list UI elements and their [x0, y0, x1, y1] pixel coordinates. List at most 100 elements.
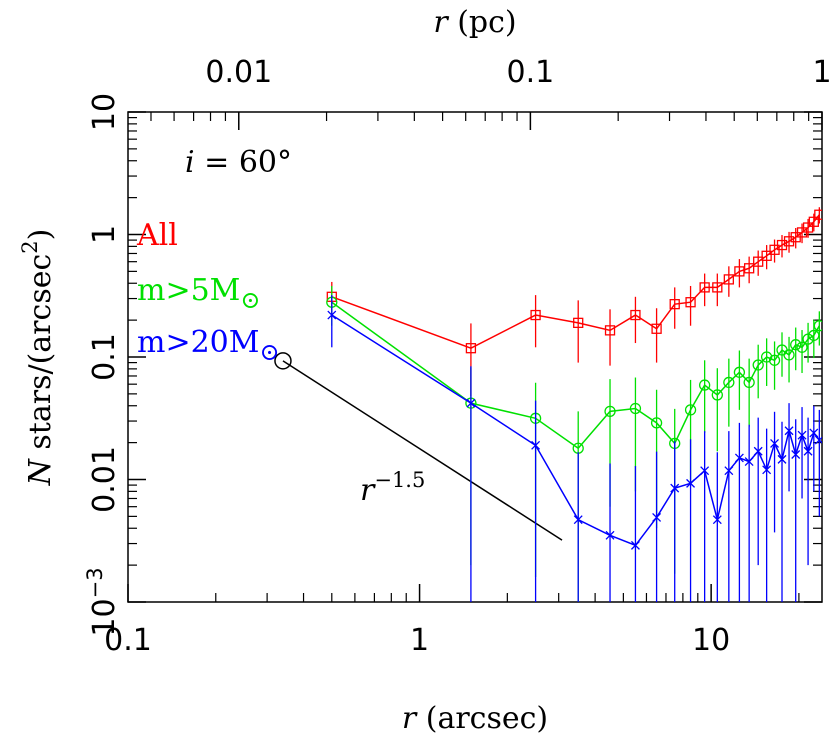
marker — [327, 310, 337, 320]
marker — [753, 256, 764, 267]
marker — [700, 466, 710, 476]
marker — [573, 317, 584, 329]
marker — [723, 274, 734, 285]
y-tick-label: 10 — [87, 93, 122, 131]
marker — [604, 325, 616, 336]
series-line — [331, 301, 820, 450]
marker — [630, 309, 641, 321]
marker — [743, 263, 755, 274]
legend-label: All — [136, 218, 178, 253]
marker — [762, 465, 772, 475]
marker — [796, 341, 808, 353]
legend-label: m>20M⊙ — [137, 325, 280, 366]
x-tick-label: 0.1 — [104, 623, 152, 658]
marker — [724, 466, 734, 476]
reference-label: r−1.5 — [360, 468, 425, 508]
y-tick-label-text: 1 — [87, 225, 122, 244]
marker — [698, 379, 711, 391]
marker — [530, 309, 541, 321]
y-tick-label-text: 10 — [87, 93, 122, 131]
marker — [802, 333, 814, 345]
marker — [711, 389, 723, 401]
marker — [573, 515, 583, 525]
marker — [630, 540, 640, 550]
marker — [734, 453, 744, 463]
marker — [684, 404, 697, 416]
marker — [814, 209, 822, 220]
marker — [790, 339, 802, 351]
legend-name: m>20M — [137, 325, 259, 360]
marker — [753, 446, 763, 456]
marker — [686, 478, 696, 488]
marker — [783, 349, 795, 361]
reference-label-base: r — [360, 473, 376, 508]
reference-point — [274, 352, 292, 370]
marker — [770, 438, 780, 448]
x2-tick-label: 1 — [812, 55, 830, 90]
reference-line — [282, 360, 563, 541]
y-tick-label: 0.01 — [87, 446, 122, 513]
marker — [712, 515, 722, 525]
marker — [669, 299, 680, 310]
y-tick-label-sup: −3 — [83, 567, 107, 598]
marker — [768, 354, 781, 366]
series-line — [331, 214, 820, 350]
marker — [808, 216, 819, 227]
x-tick-label: 10 — [692, 623, 730, 658]
x2-axis-label-text: (pc) — [448, 5, 517, 40]
marker — [733, 366, 746, 378]
marker — [629, 402, 642, 415]
marker — [670, 483, 680, 493]
x-tick-label: 1 — [410, 623, 429, 658]
marker — [797, 430, 807, 440]
legend-name: m>5M — [137, 273, 240, 308]
marker — [802, 222, 814, 233]
annotation-italic: i — [185, 145, 195, 180]
annotation: i = 60° — [185, 145, 292, 180]
y-axis-label: N stars/(arcsec2) — [18, 229, 58, 487]
x2-axis-label: r (pc) — [433, 5, 516, 40]
marker — [605, 530, 615, 540]
y-tick-label-base: 10 — [87, 598, 122, 636]
series-line — [331, 314, 820, 547]
marker — [752, 359, 764, 371]
y-tick-label-text: 0.01 — [87, 446, 122, 513]
marker — [685, 297, 696, 308]
marker — [531, 440, 541, 450]
reference-label-sup: −1.5 — [374, 468, 425, 492]
y-tick-label: 10−3 — [83, 567, 122, 636]
marker — [723, 376, 735, 389]
y-tick-label: 1 — [87, 225, 122, 244]
x2-tick-label: 0.01 — [205, 55, 272, 90]
marker — [734, 266, 745, 277]
y-tick-label: 0.1 — [87, 333, 122, 381]
marker — [652, 512, 662, 522]
y-axis-label-italic: N — [23, 457, 58, 486]
x-axis-label: r (arcsec) — [402, 701, 548, 736]
marker — [791, 450, 801, 459]
x2-axis-label-italic: r — [433, 5, 449, 40]
marker — [776, 239, 788, 251]
y-axis-label-text: stars/(arcsec — [23, 254, 58, 459]
marker — [712, 282, 723, 293]
marker — [699, 282, 710, 293]
marker — [604, 405, 616, 418]
legend-label: m>5M⊙ — [137, 273, 261, 314]
marker — [761, 250, 772, 261]
marker — [743, 376, 755, 389]
marker — [814, 435, 822, 445]
legend-name-sub: ⊙ — [240, 286, 260, 314]
x-axis-label-text: (arcsec) — [416, 701, 548, 736]
marker — [813, 320, 822, 332]
legend-name: All — [136, 218, 178, 253]
marker — [650, 417, 663, 429]
annotation-text: = 60° — [195, 145, 292, 180]
legend-name-sub: ⊙ — [259, 338, 279, 366]
y-axis-label-end: ) — [23, 229, 58, 241]
marker — [651, 323, 662, 334]
x2-tick-label: 0.1 — [507, 55, 555, 90]
marker — [777, 454, 787, 464]
plot-area — [326, 207, 822, 602]
marker — [465, 343, 477, 354]
